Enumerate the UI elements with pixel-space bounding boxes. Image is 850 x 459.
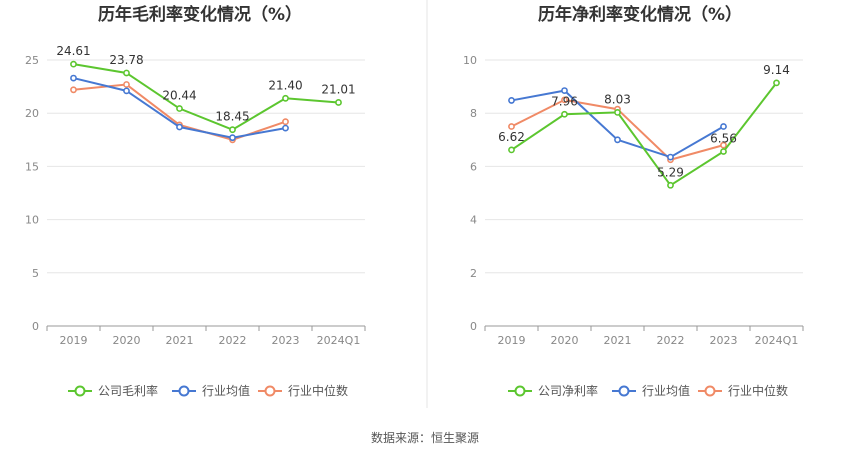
data-point-industry-median[interactable]	[561, 96, 568, 104]
y-tick-label: 15	[25, 160, 39, 173]
legend-marker	[264, 385, 276, 397]
data-point-industry-avg[interactable]	[123, 87, 130, 95]
x-tick-label: 2022	[219, 334, 247, 347]
y-tick-label: 6	[470, 160, 477, 173]
data-point-company[interactable]	[561, 110, 568, 118]
y-tick-label: 20	[25, 107, 39, 120]
x-tick-label: 2019	[60, 334, 88, 347]
y-tick-label: 2	[470, 267, 477, 280]
data-point-company[interactable]	[282, 94, 289, 102]
legend-label: 公司毛利率	[98, 383, 158, 398]
data-point-industry-avg[interactable]	[561, 87, 568, 94]
x-tick-label: 2021	[604, 334, 632, 347]
data-point-company[interactable]	[70, 60, 77, 68]
data-point-company[interactable]	[229, 126, 236, 134]
legend-item-industry-median[interactable]: 行业中位数	[258, 383, 348, 398]
x-tick-label: 2020	[551, 334, 579, 347]
data-label: 9.14	[763, 63, 790, 77]
y-tick-label: 0	[470, 320, 477, 333]
x-tick-label: 2019	[498, 334, 526, 347]
data-label: 7.96	[551, 94, 578, 108]
legend-marker	[618, 385, 630, 397]
series-line-company	[73, 63, 339, 131]
data-label: 20.44	[162, 89, 196, 103]
chart-title: 历年毛利率变化情况（%）	[98, 4, 302, 25]
y-tick-label: 10	[25, 214, 39, 227]
data-label: 21.40	[268, 78, 302, 92]
legend-label: 行业中位数	[288, 383, 348, 398]
x-tick-label: 2024Q1	[317, 334, 361, 347]
data-label: 8.03	[604, 92, 631, 106]
data-point-industry-avg[interactable]	[229, 134, 236, 142]
y-tick-label: 8	[470, 107, 477, 120]
x-tick-label: 2021	[166, 334, 194, 347]
legend-item-company[interactable]: 公司毛利率	[68, 383, 158, 398]
data-point-industry-median[interactable]	[720, 141, 727, 149]
series-line-company	[510, 82, 778, 187]
data-point-industry-avg[interactable]	[176, 123, 183, 131]
chart-title: 历年净利率变化情况（%）	[538, 4, 742, 25]
x-tick-label: 2020	[113, 334, 141, 347]
data-point-industry-avg[interactable]	[508, 97, 515, 104]
y-tick-label: 25	[25, 54, 39, 67]
legend-item-industry-median[interactable]: 行业中位数	[698, 383, 788, 398]
data-point-company[interactable]	[508, 146, 515, 154]
data-label: 6.56	[710, 132, 737, 146]
data-point-company[interactable]	[614, 109, 621, 116]
y-tick-label: 4	[470, 214, 477, 227]
data-point-industry-median[interactable]	[123, 81, 130, 88]
legend-item-industry-avg[interactable]: 行业均值	[172, 383, 250, 398]
net-margin-chart: 历年净利率变化情况（%） 0 2 4 6 8 10 2019 2020 2021 2022 2023 2…	[463, 4, 804, 398]
x-tick-label: 2023	[272, 334, 300, 347]
data-point-company[interactable]	[667, 181, 674, 189]
data-label: 5.29	[657, 165, 684, 179]
data-label: 18.45	[215, 110, 249, 124]
legend-marker	[74, 385, 86, 397]
legend-marker	[704, 385, 716, 397]
legend-label: 行业均值	[202, 383, 250, 398]
data-point-industry-median[interactable]	[282, 118, 289, 126]
legend-item-company[interactable]: 公司净利率	[508, 383, 598, 398]
y-tick-label: 10	[463, 54, 477, 67]
source-note: 数据来源：恒生聚源	[371, 430, 479, 445]
data-point-industry-avg[interactable]	[614, 136, 621, 144]
data-point-company[interactable]	[335, 99, 342, 106]
data-point-industry-avg[interactable]	[70, 74, 77, 82]
data-point-company[interactable]	[123, 69, 130, 77]
gross-margin-chart: 历年毛利率变化情况（%） 0 5 10 15 20 25 2019 2020 2021 2022 20…	[25, 4, 366, 398]
y-tick-label: 5	[32, 267, 39, 280]
legend-marker	[514, 385, 526, 397]
legend-item-industry-avg[interactable]: 行业均值	[612, 383, 690, 398]
data-point-company[interactable]	[720, 148, 727, 155]
x-tick-label: 2022	[657, 334, 685, 347]
data-point-company[interactable]	[773, 79, 780, 87]
y-tick-label: 0	[32, 320, 39, 333]
data-label: 24.61	[56, 44, 90, 58]
x-tick-label: 2024Q1	[755, 334, 799, 347]
legend-marker	[178, 385, 190, 397]
data-point-industry-avg[interactable]	[720, 123, 727, 130]
legend-label: 行业均值	[642, 383, 690, 398]
data-point-industry-median[interactable]	[70, 86, 77, 94]
data-point-industry-median[interactable]	[508, 123, 515, 130]
data-point-industry-avg[interactable]	[282, 124, 289, 132]
data-label: 21.01	[321, 82, 355, 96]
data-point-company[interactable]	[176, 105, 183, 112]
data-point-industry-avg[interactable]	[667, 153, 674, 161]
data-label: 6.62	[498, 130, 525, 144]
legend-label: 行业中位数	[728, 383, 788, 398]
x-tick-label: 2023	[710, 334, 738, 347]
legend-label: 公司净利率	[538, 383, 598, 398]
data-label: 23.78	[109, 53, 143, 67]
